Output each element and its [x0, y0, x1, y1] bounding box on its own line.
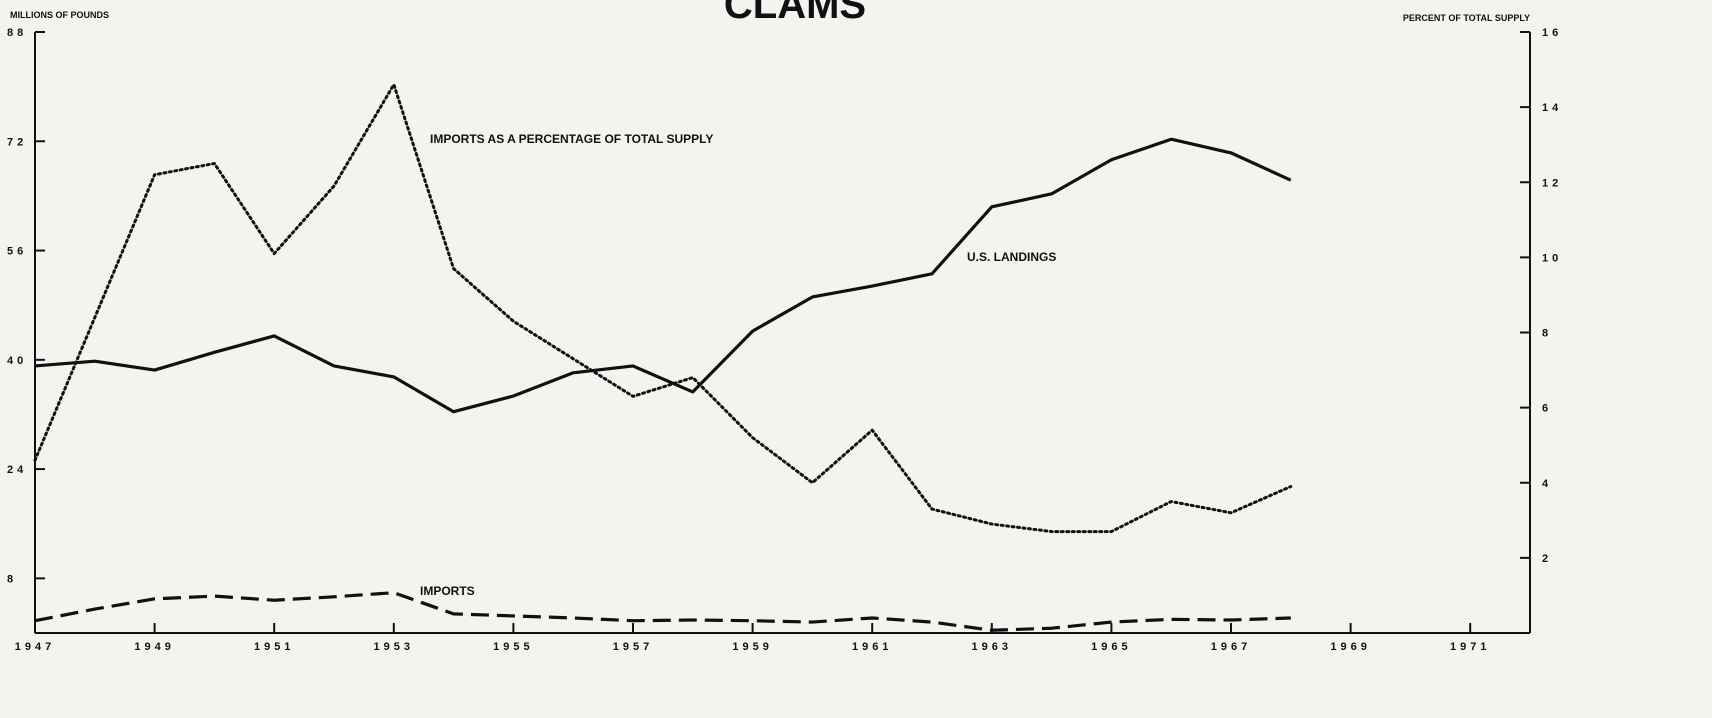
y-tick-label: 72 — [7, 136, 27, 148]
y2-tick-label: 12 — [1542, 177, 1562, 189]
x-tick-label: 1959 — [732, 641, 772, 653]
y-tick-label: 24 — [7, 464, 27, 476]
y2-tick-label: 14 — [1542, 102, 1562, 114]
x-tick-label: 1963 — [972, 641, 1012, 653]
series-label: IMPORTS AS A PERCENTAGE OF TOTAL SUPPLY — [430, 132, 713, 146]
x-tick-label: 1957 — [613, 641, 653, 653]
x-tick-label: 1949 — [134, 641, 174, 653]
y2-tick-label: 6 — [1542, 403, 1552, 415]
y2-tick-label: 16 — [1542, 27, 1562, 39]
y2-tick-label: 2 — [1542, 553, 1552, 565]
x-tick-label: 1951 — [254, 641, 294, 653]
y2-tick-label: 8 — [1542, 328, 1552, 340]
series-label: U.S. LANDINGS — [967, 250, 1056, 264]
x-tick-label: 1947 — [15, 641, 55, 653]
x-tick-label: 1965 — [1091, 641, 1131, 653]
series-line — [34, 591, 1291, 632]
y-tick-label: 8 — [7, 573, 17, 585]
series-label: IMPORTS — [420, 584, 475, 598]
y2-tick-label: 10 — [1542, 252, 1562, 264]
x-tick-label: 1969 — [1330, 641, 1370, 653]
x-tick-label: 1953 — [374, 641, 414, 653]
series-line — [33, 83, 1293, 534]
x-tick-label: 1961 — [852, 641, 892, 653]
y-tick-label: 88 — [7, 27, 27, 39]
y-tick-label: 56 — [7, 246, 27, 258]
chart-title: CLAMS — [724, 0, 866, 27]
y-tick-label: 40 — [7, 355, 27, 367]
y2-tick-label: 4 — [1542, 478, 1552, 490]
y-axis-label: MILLIONS OF POUNDS — [10, 10, 109, 20]
x-tick-label: 1967 — [1211, 641, 1251, 653]
x-tick-label: 1955 — [493, 641, 533, 653]
x-tick-label: 1971 — [1450, 641, 1490, 653]
y2-axis-label: PERCENT OF TOTAL SUPPLY — [1403, 13, 1530, 23]
series-line — [34, 137, 1292, 414]
